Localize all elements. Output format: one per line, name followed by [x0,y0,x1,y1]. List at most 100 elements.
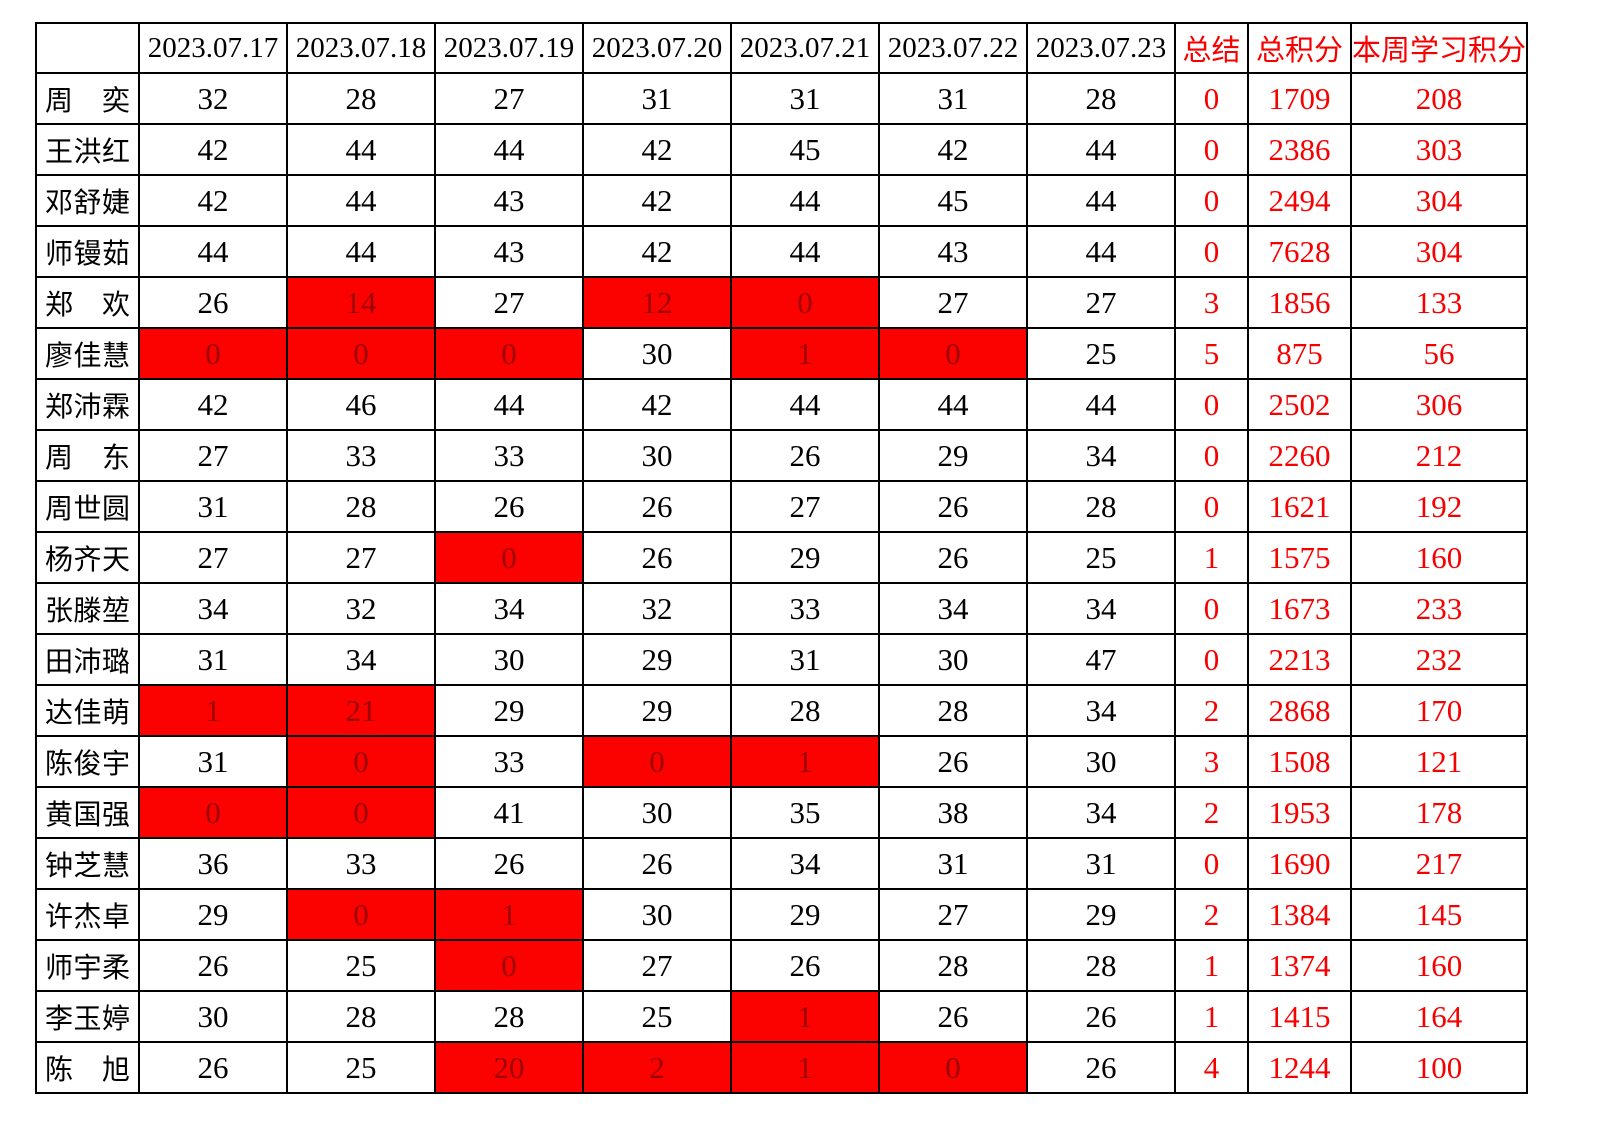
day-score-cell[interactable]: 43 [434,225,584,278]
day-score-cell[interactable]: 35 [730,786,880,839]
day-score-cell[interactable]: 29 [138,888,288,941]
day-score-cell[interactable]: 28 [878,939,1028,992]
day-score-cell[interactable]: 30 [878,633,1028,686]
day-score-cell[interactable]: 29 [878,429,1028,482]
student-name-cell[interactable]: 邓舒婕 [35,174,140,227]
day-score-cell-flagged[interactable]: 0 [878,327,1028,380]
day-score-cell[interactable]: 29 [582,684,732,737]
day-score-cell-flagged[interactable]: 1 [138,684,288,737]
day-score-cell[interactable]: 33 [286,429,436,482]
day-score-cell[interactable]: 42 [138,123,288,176]
day-score-cell[interactable]: 27 [582,939,732,992]
day-score-cell[interactable]: 26 [878,990,1028,1043]
summary-count-cell[interactable]: 2 [1174,888,1249,941]
week-points-cell[interactable]: 208 [1349,72,1529,125]
week-points-cell[interactable]: 133 [1349,276,1529,329]
total-points-cell[interactable]: 1244 [1247,1041,1352,1094]
total-points-cell[interactable]: 1673 [1247,582,1352,635]
day-score-cell[interactable]: 30 [138,990,288,1043]
summary-count-cell[interactable]: 1 [1174,939,1249,992]
total-points-cell[interactable]: 2502 [1247,378,1352,431]
day-score-cell[interactable]: 45 [730,123,880,176]
week-points-cell[interactable]: 56 [1349,327,1529,380]
day-score-cell[interactable]: 31 [1026,837,1176,890]
date-header-cell[interactable]: 2023.07.19 [434,22,584,74]
summary-count-cell[interactable]: 0 [1174,174,1249,227]
day-score-cell-flagged[interactable]: 12 [582,276,732,329]
day-score-cell-flagged[interactable]: 0 [878,1041,1028,1094]
week-points-cell[interactable]: 306 [1349,378,1529,431]
date-header-cell[interactable]: 2023.07.22 [878,22,1028,74]
total-points-cell[interactable]: 1856 [1247,276,1352,329]
student-name-cell[interactable]: 王洪红 [35,123,140,176]
week-points-cell[interactable]: 217 [1349,837,1529,890]
total-points-cell[interactable]: 2213 [1247,633,1352,686]
week-points-cell[interactable]: 192 [1349,480,1529,533]
summary-count-cell[interactable]: 1 [1174,990,1249,1043]
week-points-cell[interactable]: 233 [1349,582,1529,635]
day-score-cell[interactable]: 26 [1026,1041,1176,1094]
day-score-cell[interactable]: 30 [1026,735,1176,788]
day-score-cell[interactable]: 41 [434,786,584,839]
total-points-cell[interactable]: 875 [1247,327,1352,380]
day-score-cell[interactable]: 31 [138,633,288,686]
summary-count-cell[interactable]: 2 [1174,786,1249,839]
day-score-cell[interactable]: 44 [138,225,288,278]
day-score-cell[interactable]: 33 [434,429,584,482]
student-name-cell[interactable]: 廖佳慧 [35,327,140,380]
total-points-cell[interactable]: 1709 [1247,72,1352,125]
day-score-cell-flagged[interactable]: 0 [138,786,288,839]
day-score-cell[interactable]: 34 [1026,684,1176,737]
total-points-cell[interactable]: 2868 [1247,684,1352,737]
summary-count-cell[interactable]: 4 [1174,1041,1249,1094]
day-score-cell[interactable]: 30 [582,888,732,941]
day-score-cell-flagged[interactable]: 1 [730,327,880,380]
week-points-cell[interactable]: 304 [1349,225,1529,278]
week-points-cell[interactable]: 170 [1349,684,1529,737]
summary-header-cell[interactable]: 总结 [1174,22,1249,74]
day-score-cell[interactable]: 26 [138,1041,288,1094]
day-score-cell-flagged[interactable]: 21 [286,684,436,737]
total-points-cell[interactable]: 2260 [1247,429,1352,482]
day-score-cell[interactable]: 36 [138,837,288,890]
day-score-cell[interactable]: 32 [582,582,732,635]
day-score-cell[interactable]: 26 [1026,990,1176,1043]
week-points-cell[interactable]: 121 [1349,735,1529,788]
day-score-cell[interactable]: 26 [434,837,584,890]
student-name-cell[interactable]: 李玉婷 [35,990,140,1043]
total-points-cell[interactable]: 1415 [1247,990,1352,1043]
day-score-cell[interactable]: 28 [286,72,436,125]
day-score-cell-flagged[interactable]: 0 [434,939,584,992]
student-name-cell[interactable]: 郑欢 [35,276,140,329]
summary-count-cell[interactable]: 3 [1174,276,1249,329]
day-score-cell-flagged[interactable]: 0 [286,888,436,941]
summary-count-cell[interactable]: 0 [1174,480,1249,533]
summary-count-cell[interactable]: 3 [1174,735,1249,788]
day-score-cell[interactable]: 34 [434,582,584,635]
day-score-cell[interactable]: 26 [730,939,880,992]
day-score-cell[interactable]: 47 [1026,633,1176,686]
day-score-cell[interactable]: 27 [730,480,880,533]
day-score-cell[interactable]: 44 [434,123,584,176]
student-name-cell[interactable]: 周奕 [35,72,140,125]
day-score-cell[interactable]: 28 [286,990,436,1043]
day-score-cell[interactable]: 30 [582,429,732,482]
day-score-cell[interactable]: 27 [434,276,584,329]
day-score-cell[interactable]: 42 [138,174,288,227]
day-score-cell[interactable]: 44 [730,378,880,431]
day-score-cell[interactable]: 25 [286,1041,436,1094]
student-name-cell[interactable]: 郑沛霖 [35,378,140,431]
day-score-cell-flagged[interactable]: 0 [434,531,584,584]
day-score-cell[interactable]: 28 [1026,480,1176,533]
day-score-cell[interactable]: 42 [582,225,732,278]
day-score-cell-flagged[interactable]: 14 [286,276,436,329]
student-name-cell[interactable]: 陈俊宇 [35,735,140,788]
total-points-cell[interactable]: 2386 [1247,123,1352,176]
student-name-cell[interactable]: 周东 [35,429,140,482]
day-score-cell[interactable]: 44 [1026,378,1176,431]
total-points-cell[interactable]: 1374 [1247,939,1352,992]
date-header-cell[interactable]: 2023.07.21 [730,22,880,74]
day-score-cell[interactable]: 34 [1026,786,1176,839]
summary-count-cell[interactable]: 2 [1174,684,1249,737]
student-name-cell[interactable]: 黄国强 [35,786,140,839]
